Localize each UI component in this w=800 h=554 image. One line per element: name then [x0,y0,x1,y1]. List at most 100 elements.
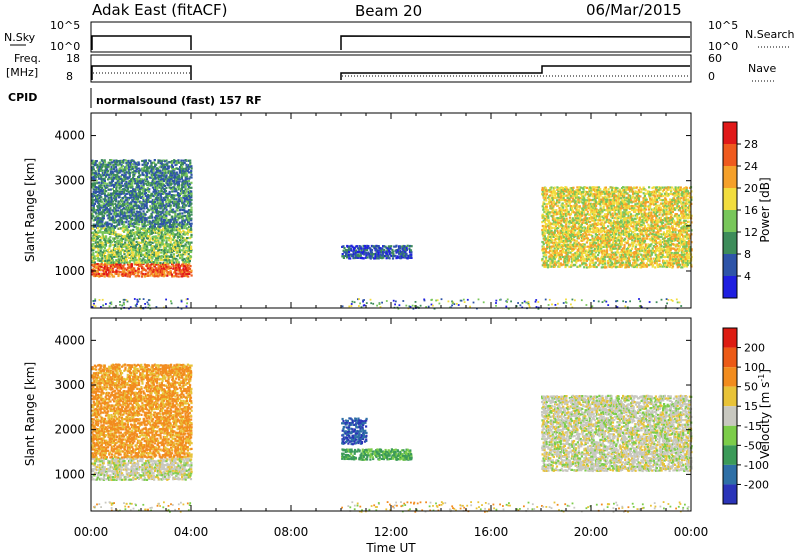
echo-cell [105,235,108,238]
echo-cell [143,169,146,173]
echo-cell [565,245,568,248]
echo-cell [149,233,152,236]
echo-cell [178,168,181,171]
echo-cell [604,260,607,263]
echo-cell [177,263,180,266]
echo-cell [142,190,145,193]
echo-cell [136,200,140,203]
echo-cell [130,247,133,250]
echo-cell [130,263,133,266]
echo-cell [152,172,155,175]
echo-cell [118,245,121,248]
echo-cell [561,231,564,234]
echo-cell [94,178,97,181]
echo-cell [122,190,126,193]
echo-cell [102,231,105,234]
echo-cell [145,254,148,257]
echo-cell [354,249,358,252]
echo-cell [137,187,140,191]
echo-cell [131,253,134,256]
echo-cell [132,159,135,162]
echo-cell [130,220,133,223]
echo-cell [123,211,126,214]
echo-cell [549,211,552,214]
echo-cell [161,174,164,177]
nsky-trace [91,35,691,50]
beam-label: Beam 20 [355,2,422,20]
echo-cell [120,261,124,264]
echo-cell [118,163,121,166]
echo-cell [605,266,608,269]
echo-cell [169,249,172,252]
echo-cell [108,161,111,165]
echo-cell [568,216,572,219]
echo-cell [541,193,544,196]
echo-cell [100,211,103,214]
echo-cell [190,181,193,184]
echo-cell [569,251,572,254]
echo-cell [115,188,118,191]
echo-cell [138,255,141,258]
echo-cell [135,204,138,207]
echo-cell [140,215,143,218]
echo-cell [544,237,547,240]
echo-cell [107,231,110,234]
echo-cell [165,159,168,162]
echo-cell [380,248,383,252]
echo-cell [180,175,184,178]
echo-cell [188,196,191,199]
echo-cell [189,265,192,268]
echo-cell [556,238,559,241]
echo-cell [180,190,184,193]
echo-cell [134,257,137,260]
echo-cell [140,182,143,185]
echo-cell [541,188,544,191]
echo-cell [98,251,101,254]
echo-cell [172,227,176,230]
echo-cell [168,219,171,222]
echo-cell [181,208,185,212]
echo-cell [168,225,171,228]
echo-cell [133,198,136,201]
echo-cell [184,251,187,254]
echo-cell [117,160,120,163]
echo-cell [126,189,129,192]
echo-cell [179,197,182,200]
echo-cell [129,214,132,217]
echo-cell [574,264,577,267]
echo-cell [396,249,399,252]
echo-cell [105,206,108,210]
echo-cell [343,247,346,250]
echo-cell [99,239,102,242]
echo-cell [100,184,103,187]
echo-cell [184,215,187,218]
echo-cell [104,255,107,258]
echo-cell [113,185,116,188]
echo-cell [575,261,578,264]
echo-cell [118,259,121,262]
echo-cell [142,167,145,170]
echo-cell [599,188,602,191]
echo-cell [366,256,369,259]
echo-cell [569,205,573,208]
echo-cell [99,161,102,164]
echo-cell [98,213,101,216]
echo-cell [157,227,160,230]
echo-cell [115,259,118,262]
echo-cell [402,252,405,255]
echo-cell [169,243,172,246]
echo-cell [110,200,113,203]
echo-cell [550,265,553,268]
echo-cell [341,253,344,256]
echo-cell [554,229,557,232]
echo-cell [182,169,185,172]
echo-cell [561,192,564,195]
echo-cell [126,201,129,204]
echo-cell [554,221,557,224]
echo-cell [558,187,561,190]
echo-cell [178,214,181,217]
echo-cell [565,225,568,228]
echo-cell [163,178,166,181]
echo-cell [190,169,193,172]
echo-cell [176,250,179,254]
